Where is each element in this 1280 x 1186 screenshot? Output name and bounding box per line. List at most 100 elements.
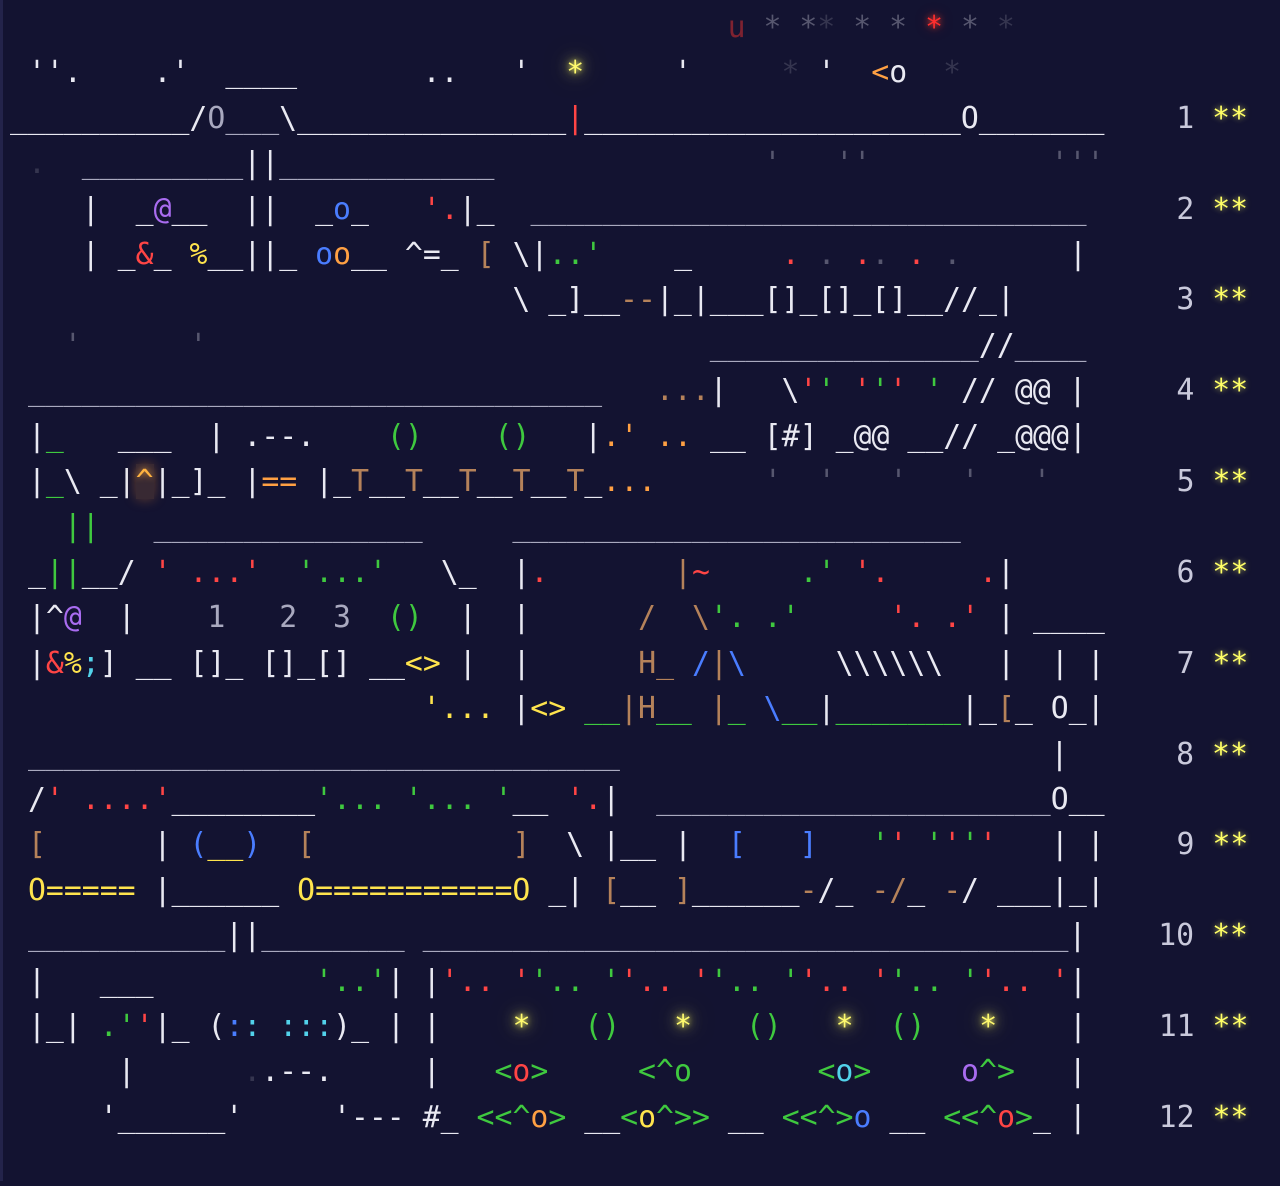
art-glyph: __: [584, 691, 621, 727]
art-glyph: _______________________________: [530, 191, 1087, 227]
art-glyph: *: [817, 10, 836, 45]
art-glyph: O: [1050, 691, 1069, 727]
calendar-day-8-link[interactable]: _________________________________ | 8 **: [10, 732, 1248, 777]
art-glyph: _: [727, 691, 746, 727]
art-glyph: .: [781, 237, 800, 273]
art-glyph: _: [978, 282, 997, 318]
art-glyph: <<: [943, 1099, 980, 1135]
art-glyph: .: [99, 1008, 118, 1044]
art-glyph: ': [332, 1099, 351, 1135]
art-glyph: ____: [1014, 327, 1087, 363]
art-glyph: ): [512, 418, 531, 454]
art-glyph: [: [996, 691, 1015, 727]
art-glyph: ': [225, 1099, 244, 1135]
calendar-day-7-link[interactable]: |&%;] __ []_ []_[] __<> | | H_ /|\ \\\\\…: [10, 641, 1248, 686]
art-glyph: .: [243, 1054, 262, 1090]
art-glyph: |: [1086, 645, 1105, 681]
art-glyph: __: [369, 645, 405, 681]
art-glyph: ===========: [315, 872, 513, 908]
art-glyph: ': [799, 373, 818, 409]
calendar-day-5-link[interactable]: |_\ _|^|_]_ |== |_T__T__T__T__T_... ' ' …: [10, 459, 1248, 504]
art-glyph: ': [440, 963, 459, 999]
art-glyph: __: [620, 827, 657, 863]
art-glyph: ____________: [279, 146, 495, 182]
art-glyph: __: [207, 237, 244, 273]
glowing-star-icon: *: [835, 1008, 854, 1044]
art-glyph: u: [727, 10, 746, 45]
art-glyph: ': [889, 827, 908, 863]
art-glyph: \: [512, 237, 531, 273]
art-glyph: _____________________: [584, 100, 961, 136]
art-glyph: ': [512, 55, 531, 91]
art-glyph: -: [871, 872, 890, 908]
art-glyph: _: [171, 464, 190, 500]
day-number: 2: [1176, 191, 1195, 227]
art-glyph: _: [548, 282, 567, 318]
calendar-day-11-link[interactable]: |_| .''|_ (:: :::)_ | | * () * () * () *…: [10, 1004, 1248, 1049]
art-glyph: #: [422, 1099, 441, 1135]
art-glyph: ': [1033, 464, 1051, 500]
art-glyph: __: [584, 282, 621, 318]
art-glyph: *: [853, 10, 872, 45]
art-glyph: &: [135, 237, 154, 273]
calendar-art-row-1: ''. .' ____ .. ' * ' * ' <o *: [10, 50, 1248, 95]
calendar-day-12-link[interactable]: '______' '--- #_ <<^o> __<o^>> __ <<^>o …: [10, 1095, 1249, 1140]
calendar-day-9-link[interactable]: [ | (__) [ ] \ |__ | [ ] '' '''' | | 9 *…: [10, 822, 1248, 867]
day-number: 1: [1176, 100, 1195, 136]
art-glyph: >: [1015, 1099, 1033, 1135]
art-glyph: 1: [207, 600, 226, 636]
art-glyph: .: [315, 1054, 333, 1090]
art-glyph: ...: [440, 691, 495, 727]
art-glyph: |: [566, 100, 585, 136]
art-glyph: __: [620, 872, 657, 908]
calendar-day-4-link[interactable]: ________________________________ ...| \'…: [10, 368, 1248, 413]
art-glyph: T: [404, 464, 423, 500]
art-glyph: _______: [835, 691, 962, 727]
art-glyph: ...: [422, 781, 477, 817]
art-glyph: ~: [691, 554, 710, 590]
day-number: 12: [1158, 1099, 1195, 1135]
glowing-star-icon: *: [566, 55, 585, 91]
art-glyph: ^: [655, 1054, 674, 1090]
art-glyph: ....: [81, 781, 154, 817]
art-glyph: <: [494, 1054, 513, 1090]
art-glyph: H: [638, 691, 656, 727]
art-glyph: \: [440, 554, 459, 590]
art-glyph: :: [243, 1008, 262, 1044]
art-glyph: 2: [279, 600, 298, 636]
art-glyph: --: [261, 418, 298, 454]
art-glyph: _: [315, 191, 334, 227]
art-glyph: |: [81, 237, 100, 273]
art-glyph: ___: [709, 282, 764, 318]
art-glyph: ): [404, 600, 423, 636]
art-glyph: |: [153, 827, 172, 863]
art-glyph: _: [99, 464, 118, 500]
calendar-day-2-link[interactable]: | _@__ || _o_ '.|_ _____________________…: [10, 187, 1248, 232]
art-glyph: (: [889, 1008, 908, 1044]
art-glyph: .: [799, 554, 818, 590]
art-glyph: |: [1068, 918, 1087, 954]
art-glyph: (: [386, 418, 405, 454]
art-glyph: >: [422, 645, 441, 681]
art-glyph: o: [333, 237, 352, 273]
art-glyph: ..: [332, 963, 369, 999]
art-glyph: (: [494, 418, 513, 454]
art-glyph: ': [961, 600, 980, 636]
art-glyph: ': [763, 146, 782, 182]
art-glyph: |: [512, 691, 531, 727]
art-glyph: |: [691, 282, 710, 318]
art-glyph: ': [799, 963, 818, 999]
calendar-day-3-link[interactable]: \ _]__--|_|___[]_[]_[]__//_| 3 **: [10, 277, 1248, 322]
calendar-day-10-link[interactable]: ___________||________ __________________…: [10, 913, 1248, 958]
art-glyph: __: [135, 645, 172, 681]
art-glyph: ': [817, 464, 836, 500]
art-glyph: _: [45, 464, 64, 500]
calendar-day-6-link[interactable]: _||__/ ' ...' '...' \_ |. |~ .' '. .| 6 …: [10, 550, 1248, 595]
art-glyph: '': [835, 146, 872, 182]
art-glyph: |: [997, 600, 1016, 636]
art-glyph: _: [440, 237, 459, 273]
art-glyph: ': [961, 827, 980, 863]
art-glyph: ---: [350, 1099, 405, 1135]
art-glyph: O: [512, 872, 531, 908]
calendar-day-1-link[interactable]: __________/O___\_______________|________…: [10, 96, 1248, 141]
